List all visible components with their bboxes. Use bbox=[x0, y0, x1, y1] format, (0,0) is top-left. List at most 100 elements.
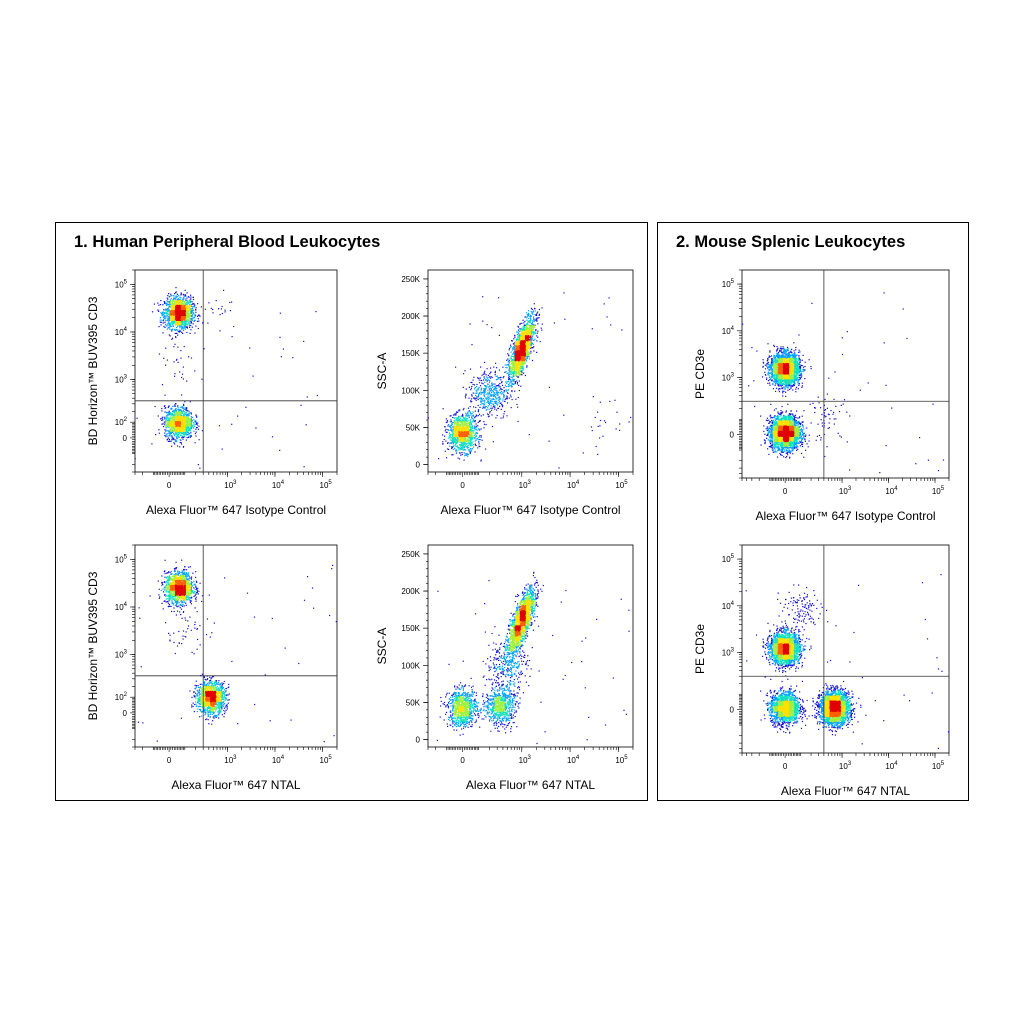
event-dot bbox=[451, 446, 453, 448]
event-dot bbox=[521, 372, 523, 374]
event-dot bbox=[483, 376, 485, 378]
event-dot bbox=[508, 347, 511, 350]
event-dot bbox=[470, 438, 472, 440]
event-dot bbox=[595, 445, 597, 448]
event-dot bbox=[161, 314, 163, 316]
event-dot bbox=[181, 311, 183, 313]
event-dot bbox=[533, 346, 535, 348]
event-dot bbox=[530, 307, 532, 309]
event-dot bbox=[174, 318, 176, 320]
event-dot bbox=[458, 449, 460, 451]
event-dot bbox=[505, 366, 507, 369]
event-dot bbox=[174, 375, 176, 377]
event-dot bbox=[189, 298, 191, 300]
event-dot bbox=[480, 397, 482, 399]
event-dot bbox=[178, 432, 180, 434]
event-dot bbox=[188, 356, 190, 358]
event-dot bbox=[175, 420, 177, 422]
event-dot bbox=[518, 374, 520, 377]
event-dot bbox=[172, 311, 175, 314]
event-dot bbox=[484, 379, 487, 381]
event-dot bbox=[185, 432, 187, 434]
event-dot bbox=[183, 432, 185, 434]
event-dot bbox=[166, 425, 168, 427]
event-dot bbox=[193, 313, 195, 315]
event-dot bbox=[518, 389, 520, 392]
event-dot bbox=[463, 417, 465, 419]
event-dot bbox=[488, 391, 490, 394]
event-dot bbox=[446, 431, 448, 433]
event-dot bbox=[469, 433, 471, 435]
event-dot bbox=[181, 419, 183, 421]
event-dot bbox=[482, 398, 485, 400]
event-dot bbox=[455, 429, 457, 431]
event-dot bbox=[528, 313, 530, 315]
event-dot bbox=[183, 424, 185, 426]
event-dot bbox=[511, 390, 513, 393]
event-dot bbox=[173, 295, 175, 297]
event-dot bbox=[474, 428, 476, 430]
event-dot bbox=[463, 449, 465, 451]
event-dot bbox=[480, 436, 482, 438]
event-dot bbox=[183, 305, 186, 307]
event-dot bbox=[187, 430, 189, 432]
event-dot bbox=[180, 319, 182, 321]
event-dot bbox=[454, 443, 456, 445]
event-dot bbox=[175, 296, 177, 298]
event-dot bbox=[184, 289, 186, 291]
event-dot bbox=[158, 304, 160, 306]
event-dot bbox=[537, 336, 539, 338]
event-dot bbox=[188, 319, 190, 321]
event-dot bbox=[528, 320, 530, 322]
event-dot bbox=[508, 380, 510, 382]
event-dot bbox=[498, 377, 500, 379]
event-dot bbox=[168, 313, 170, 315]
event-dot bbox=[494, 374, 496, 376]
event-dot bbox=[168, 320, 170, 322]
event-dot bbox=[471, 382, 473, 384]
event-dot bbox=[162, 316, 164, 318]
event-dot bbox=[167, 424, 170, 426]
event-dot bbox=[191, 312, 193, 314]
event-dot bbox=[186, 409, 188, 411]
event-dot bbox=[504, 364, 506, 366]
event-dot bbox=[157, 310, 160, 312]
event-dot bbox=[456, 446, 458, 448]
event-dot bbox=[182, 307, 184, 309]
event-dot bbox=[182, 417, 184, 419]
event-dot bbox=[180, 422, 182, 424]
event-dot bbox=[181, 407, 183, 409]
event-dot bbox=[163, 315, 165, 317]
event-dot bbox=[183, 316, 185, 318]
event-dot bbox=[188, 428, 190, 430]
event-dot bbox=[165, 420, 167, 422]
event-dot bbox=[472, 429, 474, 432]
event-dot bbox=[610, 324, 612, 326]
event-dot bbox=[458, 418, 461, 420]
event-dot bbox=[513, 372, 515, 374]
event-dot bbox=[453, 437, 455, 439]
event-dot bbox=[476, 383, 478, 386]
event-dot bbox=[475, 390, 477, 392]
event-dot bbox=[478, 429, 480, 431]
event-dot bbox=[474, 420, 476, 422]
event-dot bbox=[470, 430, 472, 432]
event-dot bbox=[198, 320, 200, 322]
event-dot bbox=[185, 321, 188, 323]
event-dot bbox=[519, 330, 521, 333]
event-dot bbox=[451, 423, 453, 425]
event-dot bbox=[176, 314, 178, 316]
event-dot bbox=[174, 307, 176, 309]
event-dot bbox=[170, 316, 172, 318]
event-dot bbox=[531, 335, 533, 337]
event-dot bbox=[508, 349, 510, 351]
event-dot bbox=[488, 379, 490, 382]
event-dot bbox=[519, 370, 521, 372]
event-dot bbox=[195, 420, 197, 422]
event-dot bbox=[530, 345, 532, 347]
event-dot bbox=[528, 434, 530, 436]
event-dot bbox=[193, 317, 195, 319]
event-dot bbox=[175, 336, 177, 339]
event-dot bbox=[509, 358, 511, 360]
event-dot bbox=[177, 434, 179, 436]
